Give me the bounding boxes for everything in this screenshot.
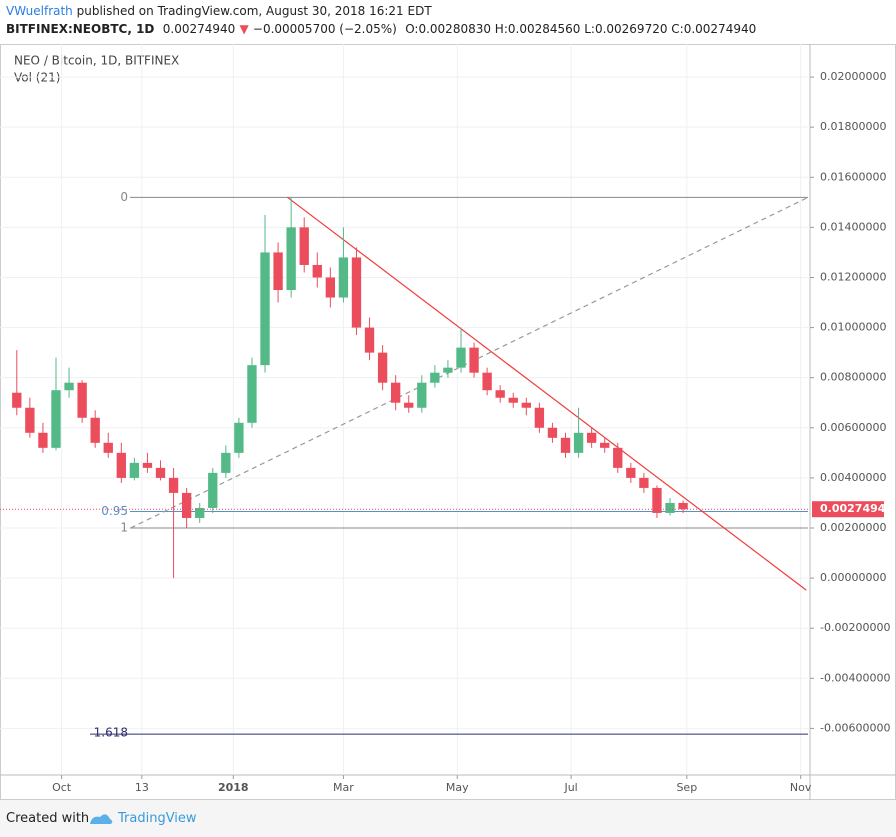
candle-body <box>338 257 349 298</box>
candle-body <box>469 347 479 373</box>
candle-body <box>51 390 61 448</box>
candle-body <box>64 382 74 391</box>
author[interactable]: VWuelfrath <box>6 4 73 18</box>
arrow: ▼ <box>239 22 249 36</box>
candle-body <box>678 502 688 510</box>
candle-body <box>665 502 675 513</box>
y-tick-label: 0.01400000 <box>820 220 886 233</box>
last-price-box <box>812 501 884 518</box>
x-tick-label: Sep <box>676 781 697 794</box>
candle-body <box>534 407 545 428</box>
last-price-label: 0.00274940 <box>820 502 893 515</box>
candle-body <box>391 382 401 403</box>
created-with: Created with <box>6 811 90 826</box>
candle-body <box>417 382 427 408</box>
chart-title: NEO / Bitcoin, 1D, BITFINEX <box>14 54 179 68</box>
candle-body <box>12 392 22 408</box>
candle-body <box>586 432 597 443</box>
last: 0.00274940 <box>162 22 236 36</box>
candle-body <box>560 437 571 453</box>
fib-label: 1 <box>120 520 128 534</box>
y-tick-label: 0.01000000 <box>820 321 886 334</box>
candle-body <box>155 467 166 478</box>
candle-body <box>600 442 610 448</box>
candle-body <box>377 352 388 383</box>
candle-body <box>208 472 218 508</box>
candle-body <box>103 442 113 453</box>
candle-body <box>286 227 296 291</box>
candle-body <box>626 467 636 478</box>
candle-body <box>116 452 126 478</box>
candle-body <box>168 477 179 493</box>
y-tick-label: 0.01600000 <box>820 170 886 183</box>
brand[interactable]: TradingView <box>118 811 197 826</box>
candle-body <box>639 477 649 488</box>
y-tick-label: 0.00200000 <box>820 521 886 534</box>
candle-body <box>38 432 48 448</box>
candle-body <box>573 432 584 453</box>
candle-body <box>521 402 531 408</box>
candle-body <box>443 367 453 373</box>
trend-line <box>287 196 807 591</box>
candle-body <box>247 365 257 423</box>
symbol: BITFINEX:NEOBTC, 1D <box>6 22 155 36</box>
candle-body <box>613 447 623 468</box>
x-tick-label: Oct <box>52 781 72 794</box>
candle-body <box>90 417 100 443</box>
ohlc: O:0.00280830 H:0.00284560 L:0.00269720 C… <box>405 22 757 36</box>
candle-body <box>299 227 309 265</box>
y-tick-label: 0.01800000 <box>820 120 886 133</box>
frame <box>0 44 896 800</box>
candle-body <box>129 462 140 478</box>
fib-label: 1.618 <box>94 726 128 740</box>
candle-body <box>404 402 414 408</box>
logo <box>90 814 113 824</box>
y-tick-label: 0.00000000 <box>820 571 886 584</box>
candle-body <box>260 252 270 366</box>
x-tick-label: Mar <box>333 781 354 794</box>
candle-body <box>351 257 362 328</box>
symbol-line: BITFINEX:NEOBTC, 1D 0.00274940 ▼ −0.0000… <box>6 22 756 36</box>
y-tick-label: 0.01200000 <box>820 270 886 283</box>
y-tick-label: -0.00600000 <box>820 721 890 734</box>
candle-body <box>273 252 283 291</box>
y-tick-label: 0.00800000 <box>820 371 886 384</box>
candle-body <box>364 327 375 353</box>
x-tick-label: 2018 <box>218 781 249 794</box>
x-tick-label: 13 <box>135 781 149 794</box>
y-tick-label: 0.00400000 <box>820 471 886 484</box>
candle-body <box>495 390 505 398</box>
candle-body <box>25 407 35 433</box>
candle-body <box>325 277 336 298</box>
published: published on TradingView.com, August 30,… <box>76 4 432 18</box>
candle-body <box>221 452 231 473</box>
header-line: VWuelfrath published on TradingView.com,… <box>6 4 432 18</box>
candle-body <box>142 462 153 468</box>
candle-body <box>482 372 492 391</box>
y-tick-label: 0.02000000 <box>820 70 886 83</box>
y-tick-label: -0.00200000 <box>820 621 890 634</box>
fib-label: 0 <box>120 190 128 204</box>
candle-body <box>312 264 322 278</box>
candle-body <box>652 487 662 513</box>
fib-label: 0.95 <box>101 504 128 518</box>
candle-body <box>456 347 466 368</box>
footer: Created with TradingView <box>0 800 896 837</box>
chart: NEO / Bitcoin, 1D, BITFINEX Vol (21) 0.0… <box>0 44 896 800</box>
change: −0.00005700 (−2.05%) <box>252 22 397 36</box>
y-tick-label: -0.00400000 <box>820 671 890 684</box>
y-tick-label: 0.00600000 <box>820 421 886 434</box>
x-tick-label: Jul <box>563 781 577 794</box>
candle-body <box>547 427 558 438</box>
candle-body <box>181 492 192 518</box>
candle-body <box>195 507 205 518</box>
x-tick-label: Nov <box>790 781 812 794</box>
candle-body <box>430 372 440 383</box>
candle-body <box>508 397 518 403</box>
candle-body <box>234 422 244 453</box>
x-tick-label: May <box>446 781 469 794</box>
candle-body <box>77 382 87 418</box>
